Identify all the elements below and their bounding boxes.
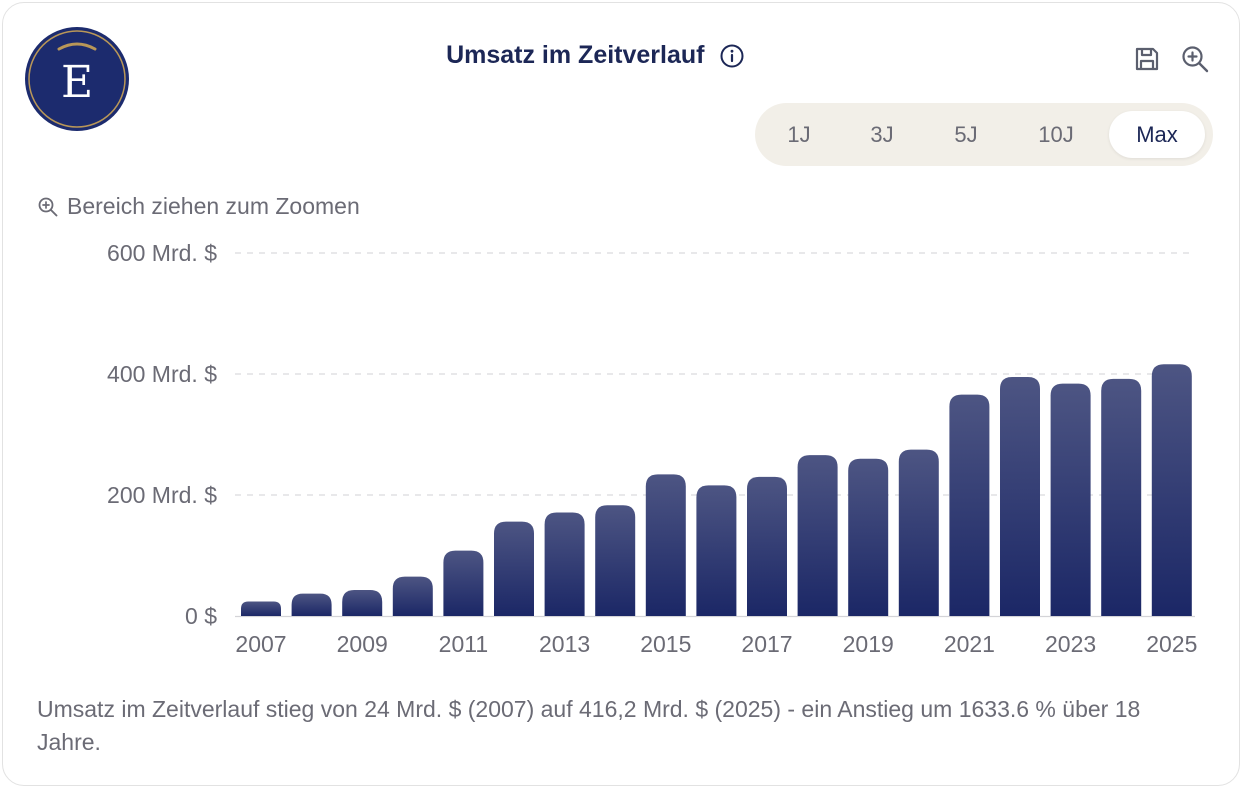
logo-emblem: E xyxy=(28,30,126,128)
time-range-selector: 1J 3J 5J 10J Max xyxy=(755,103,1213,166)
y-tick-label: 600 Mrd. $ xyxy=(107,240,217,266)
save-button[interactable] xyxy=(1131,43,1163,75)
x-tick-label: 2023 xyxy=(1045,631,1096,657)
bar-2022[interactable] xyxy=(1000,377,1040,616)
range-button-5j[interactable]: 5J xyxy=(954,122,978,147)
bar-2014[interactable] xyxy=(595,505,636,616)
zoom-hint-text: Bereich ziehen zum Zoomen xyxy=(67,193,360,219)
company-logo: E xyxy=(25,27,129,131)
bar-2011[interactable] xyxy=(443,550,484,616)
bar-2020[interactable] xyxy=(898,449,939,616)
y-tick-label: 400 Mrd. $ xyxy=(107,361,217,387)
bar-2012[interactable] xyxy=(494,521,534,616)
bar-2018[interactable] xyxy=(797,455,838,616)
bar-2015[interactable] xyxy=(645,474,686,616)
bar-2025[interactable] xyxy=(1151,364,1192,616)
bar-2007[interactable] xyxy=(241,601,281,616)
info-icon[interactable] xyxy=(719,43,745,69)
bar-2024[interactable] xyxy=(1101,378,1142,616)
title-row: Umsatz im Zeitverlauf xyxy=(3,41,1188,70)
x-tick-label: 2011 xyxy=(439,631,488,657)
x-tick-label: 2015 xyxy=(640,631,691,657)
x-tick-label: 2021 xyxy=(944,631,995,657)
range-button-max[interactable]: Max xyxy=(1109,111,1205,158)
zoom-hint-icon xyxy=(38,197,58,216)
chart-title: Umsatz im Zeitverlauf xyxy=(446,41,705,69)
zoom-in-button[interactable] xyxy=(1179,43,1211,75)
bar-2023[interactable] xyxy=(1050,383,1091,616)
range-button-1j[interactable]: 1J xyxy=(787,122,811,147)
revenue-bar-chart[interactable]: 0 $ 200 Mrd. $ 400 Mrd. $ 600 Mrd. $ 2007 200… xyxy=(3,233,1241,663)
bar-2010[interactable] xyxy=(392,576,433,616)
y-tick-label: 0 $ xyxy=(185,603,217,629)
logo-letter: E xyxy=(61,57,93,108)
bar-2008[interactable] xyxy=(291,593,332,616)
bar-2021[interactable] xyxy=(949,394,990,616)
zoom-in-icon xyxy=(1182,46,1209,73)
range-button-10j[interactable]: 10J xyxy=(1038,122,1074,147)
save-icon xyxy=(1135,47,1159,71)
x-tick-label: 2009 xyxy=(337,631,388,657)
range-button-3j[interactable]: 3J xyxy=(870,122,894,147)
chart-summary: Umsatz im Zeitverlauf stieg von 24 Mrd. … xyxy=(37,696,1141,755)
bar-2009[interactable] xyxy=(342,589,383,616)
zoom-hint: Bereich ziehen zum Zoomen xyxy=(37,193,360,220)
bar-2017[interactable] xyxy=(747,476,787,616)
y-tick-label: 200 Mrd. $ xyxy=(107,482,217,508)
bar-2016[interactable] xyxy=(696,485,737,616)
x-tick-label: 2017 xyxy=(741,631,792,657)
x-tick-label: 2019 xyxy=(843,631,894,657)
x-tick-label: 2025 xyxy=(1146,631,1197,657)
bar-2013[interactable] xyxy=(544,512,585,616)
x-tick-label: 2007 xyxy=(235,631,286,657)
x-tick-label: 2013 xyxy=(539,631,590,657)
bar-2019[interactable] xyxy=(848,458,889,616)
